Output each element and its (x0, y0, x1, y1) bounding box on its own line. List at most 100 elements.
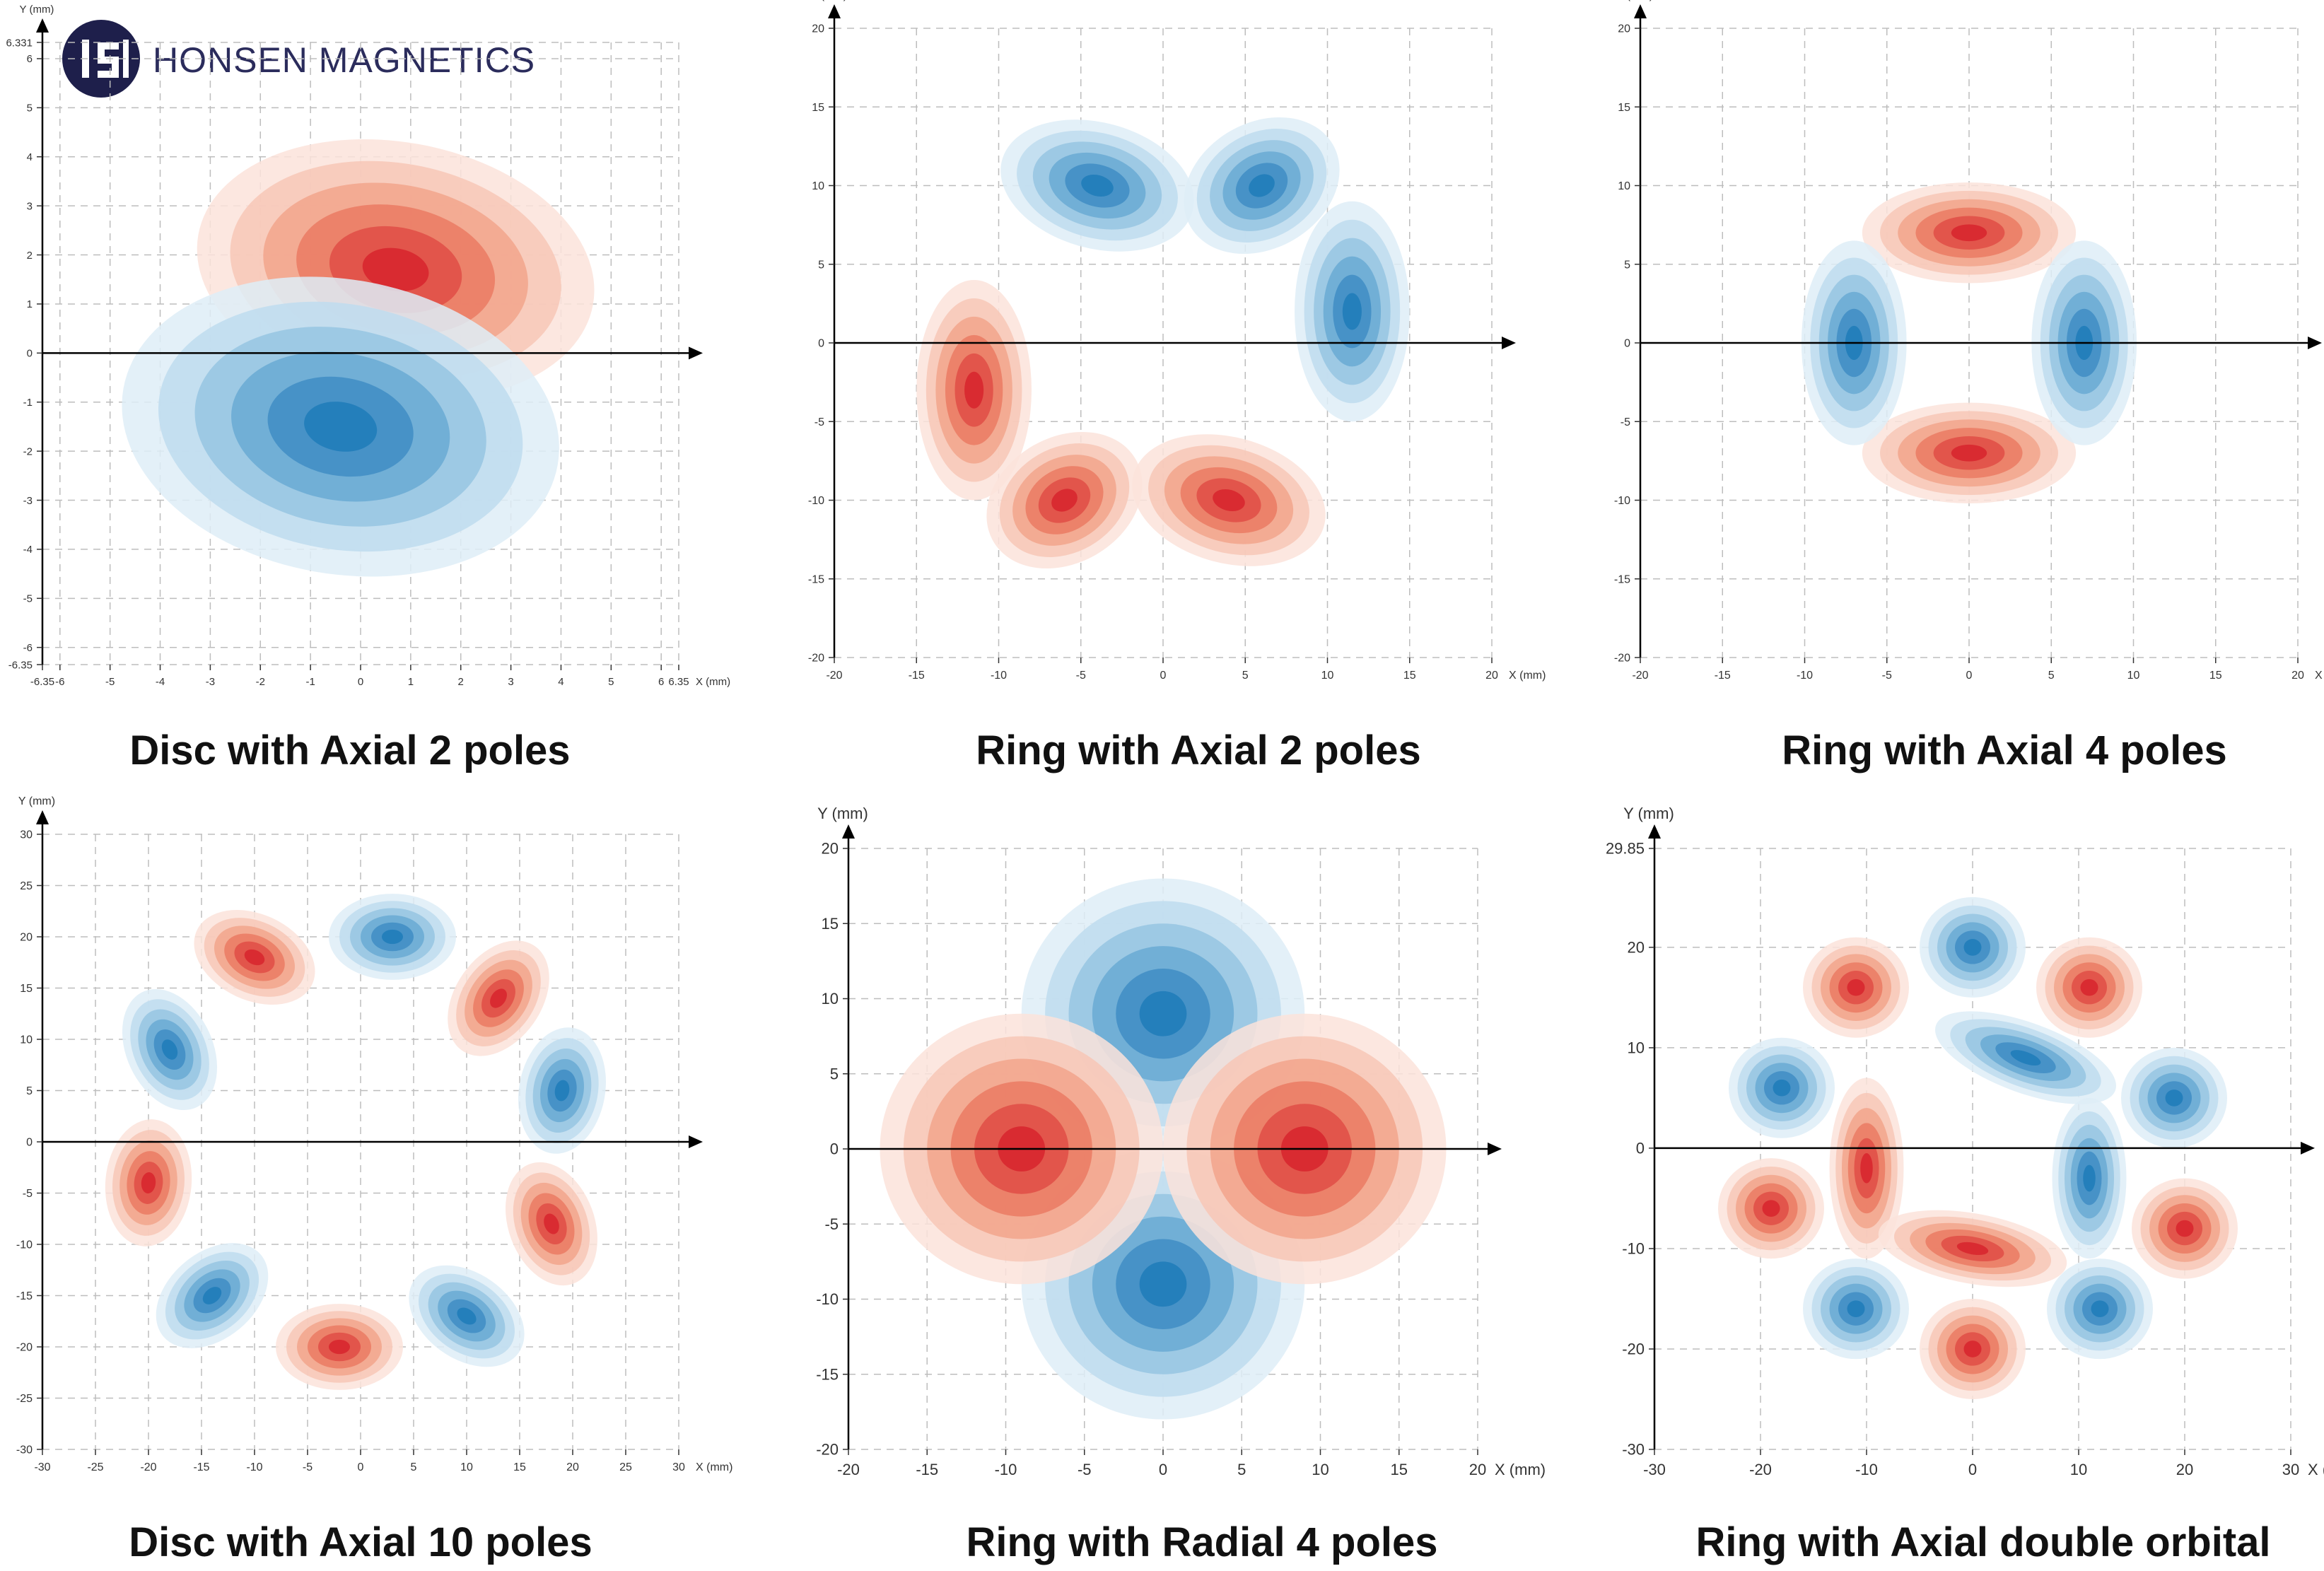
pole-north-2 (2036, 937, 2142, 1038)
x-tick-label: 20 (2176, 1461, 2193, 1478)
x-tick-label: -15 (1715, 670, 1731, 682)
y-axis-label: Y (mm) (810, 0, 847, 1)
y-tick-label: -15 (816, 1365, 839, 1383)
pole-north-1 (448, 940, 549, 1056)
axes: -20 -15 -10 -5 0 5 10 15 20 -20 -15 -10 -5 0 5 10 15 20 X … (808, 0, 1546, 682)
y-axis-arrow (1634, 4, 1647, 18)
y-tick-label: 6 (27, 53, 33, 65)
pole-south-2 (518, 1027, 606, 1154)
pole-north-5 (276, 1304, 403, 1390)
x-axis-label: X (mm) (1495, 1461, 1546, 1478)
y-tick-label: 0 (818, 338, 824, 350)
pole-contour (2091, 1300, 2109, 1318)
x-axis-arrow (1488, 1143, 1502, 1155)
pole-contour (1860, 1153, 1873, 1184)
y-tick-label: -20 (1614, 653, 1630, 665)
pole-north-4 (1132, 434, 1326, 566)
pole-contour (490, 988, 507, 1008)
y-tick-label: -5 (23, 593, 33, 605)
pole-contour (964, 371, 984, 409)
x-tick-label: 0 (358, 676, 363, 688)
x-tick-label: 6.35 (668, 676, 689, 688)
caption-ring-radial-4-poles: Ring with Radial 4 poles (966, 1519, 1438, 1565)
y-tick-label: -3 (23, 495, 33, 507)
x-tick-label: -20 (837, 1461, 860, 1478)
x-tick-label: 10 (1312, 1461, 1329, 1478)
y-tick-label: 0 (27, 348, 33, 360)
y-tick-label: -1 (23, 397, 33, 409)
pole-contour (1139, 1261, 1187, 1307)
x-axis-label: X (mm) (696, 676, 730, 688)
x-tick-label: -10 (995, 1461, 1017, 1478)
x-tick-label: -5 (105, 676, 115, 688)
y-axis-arrow (842, 824, 855, 839)
y-tick-label: -2 (23, 445, 33, 457)
y-tick-label: -4 (23, 544, 33, 556)
pole-south-10 (1935, 1011, 2116, 1104)
pole-contour (382, 929, 403, 945)
pole-contour (2176, 1220, 2194, 1237)
pole-contour (1963, 939, 1982, 956)
pole-south-0 (329, 894, 456, 980)
y-tick-label: -5 (23, 1188, 33, 1200)
x-tick-label: 15 (513, 1461, 526, 1473)
pole-south-11 (2052, 1097, 2127, 1259)
x-tick-label: -5 (1882, 670, 1892, 682)
x-tick-label: -4 (156, 676, 165, 688)
x-tick-label: 15 (2209, 670, 2222, 682)
pole-contour (304, 402, 378, 452)
y-axis-label: Y (mm) (20, 4, 54, 16)
y-tick-label: -5 (824, 1215, 839, 1233)
y-tick-label: -10 (808, 495, 824, 507)
x-tick-label: 30 (2282, 1461, 2299, 1478)
x-tick-label: -1 (305, 676, 315, 688)
x-tick-label: 2 (458, 676, 464, 688)
chart-svg: -30 -25 -20 -15 -10 -5 0 5 10 15 20 25 30 -30 -25 -20 -1… (16, 795, 733, 1473)
pole-north-0 (1862, 182, 2077, 284)
pole-contour (1081, 174, 1114, 197)
axes: -20 -15 -10 -5 0 5 10 15 20 -20 -15 -10 -5 0 5 10 15 20 X … (1614, 0, 2324, 682)
chart-svg: -20 -15 -10 -5 0 5 10 15 20 -20 -15 -10 -5 0 5 10 15 20 X … (808, 0, 1546, 682)
y-tick-label: -15 (1614, 573, 1630, 585)
pole-north-5 (1718, 1158, 1824, 1259)
y-axis-arrow (36, 810, 49, 824)
x-tick-label: -6.35 (30, 676, 54, 688)
y-tick-label: -5 (1621, 416, 1630, 428)
x-tick-label: 5 (608, 676, 614, 688)
x-tick-label: 3 (508, 676, 513, 688)
pole-contour (202, 1287, 222, 1304)
x-tick-label: 25 (619, 1461, 632, 1473)
y-tick-label: 2 (27, 250, 33, 262)
x-tick-label: -10 (1797, 670, 1813, 682)
x-tick-label: 4 (558, 676, 564, 688)
y-tick-label: 15 (1618, 102, 1630, 114)
y-tick-label: 30 (20, 829, 33, 841)
x-tick-label: -10 (246, 1461, 262, 1473)
x-tick-label: -20 (1749, 1461, 1772, 1478)
pole-contour (329, 1339, 350, 1355)
y-tick-label: 15 (812, 102, 824, 114)
y-tick-label: -10 (1614, 495, 1630, 507)
x-tick-label: -20 (140, 1461, 156, 1473)
x-tick-label: 10 (2127, 670, 2140, 682)
y-tick-label: 10 (1628, 1039, 1645, 1057)
x-tick-label: 0 (1159, 1461, 1167, 1478)
y-tick-label: 15 (20, 983, 33, 995)
y-tick-label: -15 (16, 1290, 33, 1302)
y-tick-label: 10 (812, 180, 824, 192)
y-axis-arrow (1648, 824, 1661, 839)
y-tick-label: 5 (830, 1065, 839, 1082)
y-tick-label: 20 (20, 932, 33, 944)
x-tick-label: 15 (1403, 670, 1416, 682)
pole-contour (1963, 1341, 1982, 1357)
caption-ring-axial-2-poles: Ring with Axial 2 poles (976, 728, 1421, 773)
pole-contour (554, 1080, 570, 1102)
pole-contour (1051, 489, 1078, 512)
field-map (880, 878, 1447, 1420)
y-axis-label: Y (mm) (1616, 0, 1653, 1)
x-tick-label: 5 (1237, 1461, 1246, 1478)
y-tick-label: 20 (812, 23, 824, 35)
axes: -20 -15 -10 -5 0 5 10 15 20 -20 -15 -10 -5 0 5 10 15 20 X … (816, 805, 1546, 1478)
pole-south-7 (1803, 1258, 1909, 1360)
caption-ring-axial-4-poles: Ring with Axial 4 poles (1782, 728, 2227, 773)
